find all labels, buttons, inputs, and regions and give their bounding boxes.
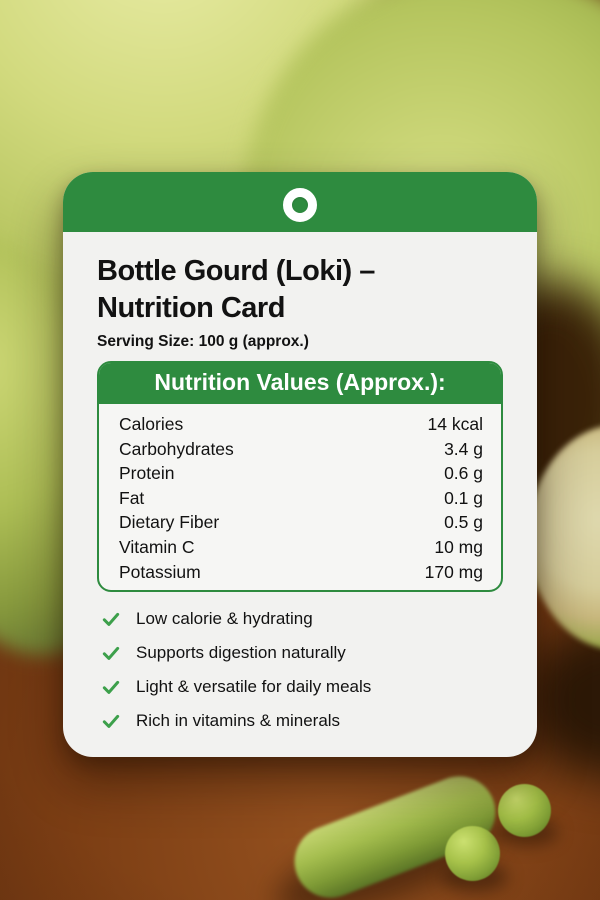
nutrient-label: Dietary Fiber (119, 512, 220, 533)
table-row: Protein 0.6 g (119, 461, 483, 486)
list-item: Supports digestion naturally (101, 641, 503, 664)
check-icon (101, 643, 121, 663)
table-row: Potassium 170 mg (119, 560, 483, 585)
table-row: Carbohydrates 3.4 g (119, 437, 483, 462)
list-item: Rich in vitamins & minerals (101, 709, 503, 732)
table-row: Calories 14 kcal (119, 412, 483, 437)
nutrient-label: Vitamin C (119, 536, 195, 557)
table-row: Vitamin C 10 mg (119, 535, 483, 560)
nutrient-value: 14 kcal (427, 414, 483, 434)
benefit-text: Light & versatile for daily meals (136, 676, 372, 696)
benefit-text: Low calorie & hydrating (136, 608, 313, 628)
page-title: Bottle Gourd (Loki) – Nutrition Card (97, 253, 503, 327)
pea-image (498, 784, 551, 837)
nutrient-value: 0.1 g (444, 487, 483, 508)
serving-size-label: Serving Size: 100 g (approx.) (97, 333, 309, 350)
nutrition-values-box: Nutrition Values (Approx.): Calories 14 … (97, 361, 503, 592)
check-icon (101, 677, 121, 697)
card-header-band (63, 172, 537, 232)
card-body: Bottle Gourd (Loki) – Nutrition Card Ser… (63, 232, 537, 732)
check-icon (101, 711, 121, 731)
nutrition-card: Bottle Gourd (Loki) – Nutrition Card Ser… (63, 172, 537, 757)
check-icon (101, 609, 121, 629)
pea-image (445, 826, 500, 881)
table-row: Fat 0.1 g (119, 486, 483, 511)
nutrient-label: Fat (119, 487, 145, 508)
nutrition-values-header: Nutrition Values (Approx.): (99, 363, 501, 404)
nutrition-values-table: Calories 14 kcal Carbohydrates 3.4 g Pro… (99, 404, 501, 590)
title-line-1: Bottle Gourd (Loki) – (97, 255, 375, 287)
nutrient-value: 10 mg (434, 536, 483, 557)
nutrient-value: 0.6 g (444, 463, 483, 484)
list-item: Low calorie & hydrating (101, 607, 503, 630)
nutrient-label: Protein (119, 463, 175, 484)
benefits-list: Low calorie & hydrating Supports digesti… (97, 607, 503, 732)
nutrient-label: Calories (119, 414, 184, 434)
benefit-text: Rich in vitamins & minerals (136, 710, 341, 730)
nutrient-value: 0.5 g (444, 512, 483, 533)
nutrient-value: 170 mg (424, 561, 483, 582)
title-line-2: Nutrition Card (97, 292, 285, 324)
benefit-text: Supports digestion naturally (136, 642, 346, 662)
nutrient-label: Potassium (119, 561, 201, 582)
nutrient-value: 3.4 g (444, 438, 483, 459)
table-row: Dietary Fiber 0.5 g (119, 510, 483, 535)
punch-hole-icon (283, 188, 317, 222)
nutrient-label: Carbohydrates (119, 438, 234, 459)
list-item: Light & versatile for daily meals (101, 675, 503, 698)
